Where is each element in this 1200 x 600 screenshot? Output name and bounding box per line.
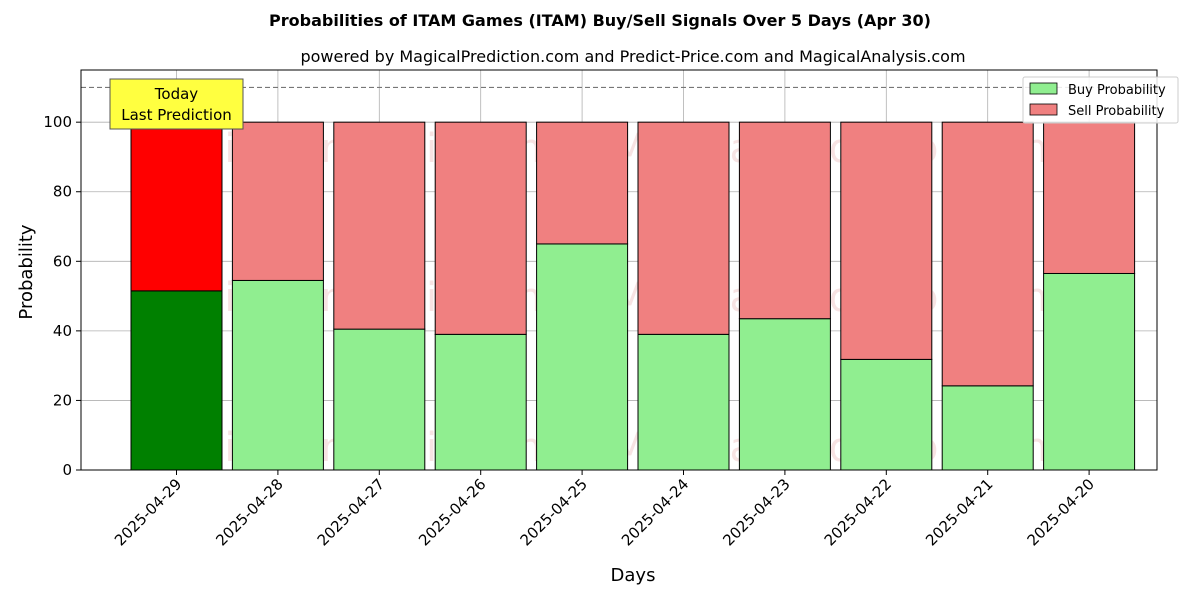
x-tick-label: 2025-04-20: [1024, 475, 1098, 549]
bar-sell-2025-04-27: [333, 121, 426, 330]
bar-sell-2025-04-22: [840, 121, 933, 360]
y-tick-label: 40: [53, 322, 72, 340]
x-tick-label: 2025-04-26: [415, 475, 489, 549]
legend-swatch-buy: [1029, 82, 1058, 95]
x-tick-label: 2025-04-22: [821, 475, 895, 549]
annotation-line1: Today: [154, 85, 199, 103]
y-tick-label: 60: [53, 252, 72, 270]
annotation-box: Today Last Prediction: [109, 78, 244, 130]
legend-swatch-sell: [1029, 103, 1058, 116]
x-tick-label: 2025-04-21: [922, 475, 996, 549]
bar-sell-2025-04-26: [434, 121, 527, 335]
x-tick-label: 2025-04-25: [517, 475, 591, 549]
plot-frame: [80, 69, 1158, 471]
legend-label-sell: Sell Probability: [1068, 104, 1165, 119]
annotation-background: [109, 78, 244, 130]
bar-buy-2025-04-25: [536, 243, 629, 471]
y-axis-ticks: 0 20 40 60 80 100: [43, 113, 81, 479]
x-tick-label: 2025-04-27: [314, 475, 388, 549]
bar-sell-2025-04-28: [231, 121, 324, 281]
bar-sell-2025-04-25: [536, 121, 629, 245]
bar-sell-2025-04-23: [738, 121, 831, 320]
bar-buy-2025-04-21: [941, 385, 1034, 471]
chart-title: Probabilities of ITAM Games (ITAM) Buy/S…: [269, 11, 931, 30]
y-axis-label: Probability: [16, 224, 37, 319]
y-tick-label: 20: [53, 391, 72, 409]
y-tick-label: 100: [43, 113, 72, 131]
bar-buy-2025-04-26: [434, 333, 527, 471]
x-tick-label: 2025-04-24: [618, 475, 692, 549]
x-tick-label: 2025-04-28: [212, 475, 286, 549]
x-axis-ticks: 2025-04-29 2025-04-28 2025-04-27 2025-04-26…: [111, 470, 1098, 549]
bar-sell-2025-04-20: [1043, 121, 1136, 274]
x-tick-label: 2025-04-23: [719, 475, 793, 549]
bar-sell-2025-04-21: [941, 121, 1034, 387]
bar-buy-2025-04-23: [738, 318, 831, 471]
x-tick-label: 2025-04-29: [111, 475, 185, 549]
bars: [130, 121, 1136, 471]
bar-sell-2025-04-24: [637, 121, 730, 335]
chart-subtitle: powered by MagicalPrediction.com and Pre…: [300, 47, 965, 66]
bar-buy-2025-04-24: [637, 333, 730, 471]
bar-buy-2025-04-20: [1043, 272, 1136, 471]
bar-buy-2025-04-29: [130, 290, 223, 471]
legend: Buy Probability Sell Probability: [1022, 76, 1179, 124]
y-tick-label: 0: [62, 461, 72, 479]
annotation-line2: Last Prediction: [121, 106, 232, 124]
legend-frame: [1022, 76, 1179, 124]
y-tick-label: 80: [53, 183, 72, 201]
legend-label-buy: Buy Probability: [1068, 83, 1166, 98]
bar-sell-2025-04-29: [130, 121, 223, 292]
bar-buy-2025-04-27: [333, 328, 426, 471]
x-axis-label: Days: [611, 565, 656, 586]
bar-buy-2025-04-28: [231, 279, 324, 471]
bar-buy-2025-04-22: [840, 358, 933, 471]
